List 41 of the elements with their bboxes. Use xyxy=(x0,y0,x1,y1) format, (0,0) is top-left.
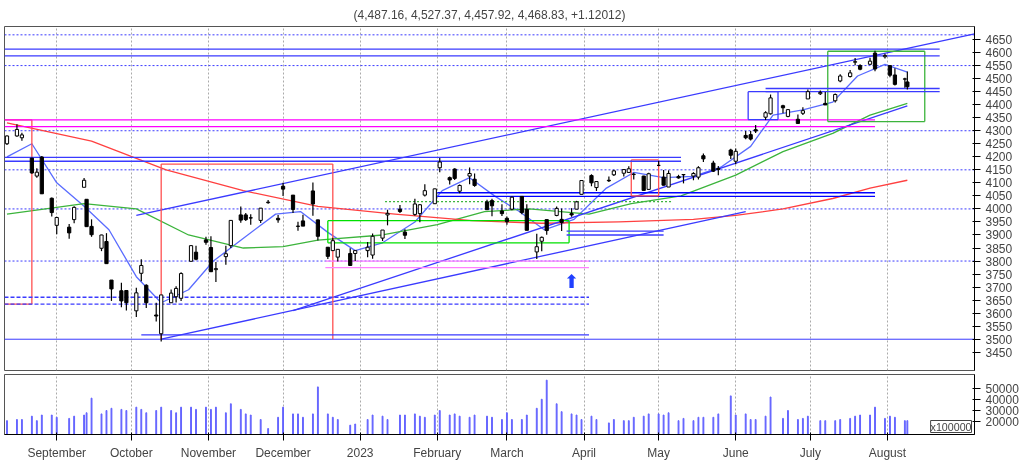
y-tick-label: 3950 xyxy=(985,215,1013,230)
y-tick-label: 4000 xyxy=(985,202,1013,217)
y-tick-label: 3500 xyxy=(985,332,1013,347)
x-tick-label: September xyxy=(27,445,87,460)
y-tick-label: 3850 xyxy=(985,241,1013,256)
y-tick-label: 4500 xyxy=(985,72,1013,87)
x-tick-label: August xyxy=(868,445,907,460)
x-tick-label: March xyxy=(490,445,524,460)
y-tick-label: 4050 xyxy=(985,189,1013,204)
y-tick-label: 4400 xyxy=(985,98,1013,113)
x-tick-label: November xyxy=(180,445,237,460)
y-tick-label: 3650 xyxy=(985,293,1013,308)
y-tick-label: 4600 xyxy=(985,46,1013,61)
x-tick-label: May xyxy=(647,445,670,460)
y-tick-label: 4250 xyxy=(985,137,1013,152)
y-tick-label: 4150 xyxy=(985,163,1013,178)
y-tick-label: 4550 xyxy=(985,59,1013,74)
y-tick-label: 4100 xyxy=(985,176,1013,191)
annotation: x100000 xyxy=(930,420,972,433)
y-tick-label: 20000 xyxy=(985,415,1020,430)
y-tick-label: 4450 xyxy=(985,85,1013,100)
y-tick-label: 3550 xyxy=(985,319,1013,334)
y-tick-label: 3700 xyxy=(985,280,1013,295)
y-tick-label: 4650 xyxy=(985,33,1013,48)
x-tick-label: February xyxy=(413,445,462,460)
x-tick-label: 2023 xyxy=(346,445,374,460)
y-tick-label: 3900 xyxy=(985,228,1013,243)
x-tick-label: December xyxy=(255,445,311,460)
y-tick-label: 4350 xyxy=(985,111,1013,126)
y-tick-label: 3600 xyxy=(985,306,1013,321)
annotation: ⬆ xyxy=(563,270,580,292)
y-tick-label: 4300 xyxy=(985,124,1013,139)
x-tick-label: July xyxy=(799,445,822,460)
y-tick-label: 3800 xyxy=(985,254,1013,269)
x-tick-label: June xyxy=(722,445,750,460)
x-tick-label: October xyxy=(110,445,153,460)
chart-title: (4,487.16, 4,527.37, 4,457.92, 4,468.83, +1.12012) xyxy=(353,7,626,22)
y-tick-label: 4200 xyxy=(985,150,1013,165)
y-tick-label: 3450 xyxy=(985,345,1013,360)
x-tick-label: April xyxy=(572,445,597,460)
y-tick-label: 3750 xyxy=(985,267,1013,282)
